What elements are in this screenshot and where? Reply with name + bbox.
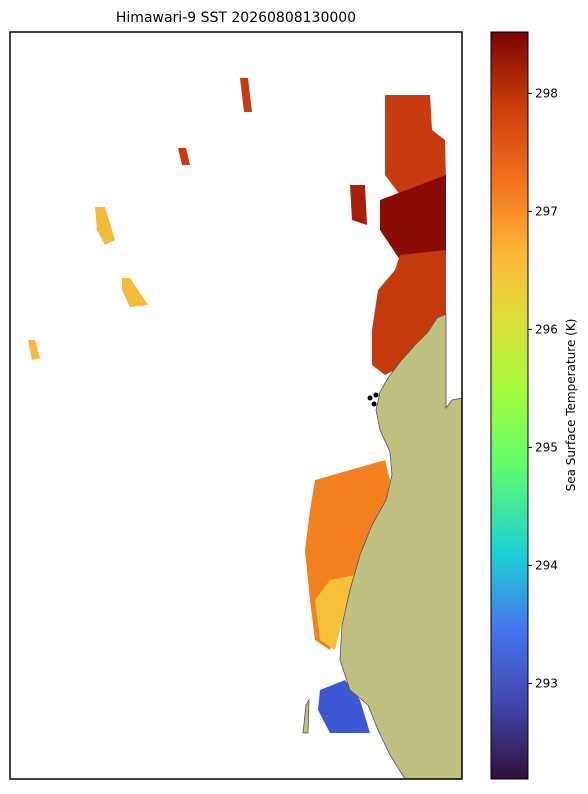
sst-patch (318, 680, 370, 733)
sst-patch (315, 575, 355, 650)
station-marker (367, 395, 373, 401)
sst-patch (385, 95, 446, 195)
colorbar-tick-label: 296 (535, 322, 558, 336)
colorbar-tick-label: 293 (535, 676, 558, 690)
sst-patch (372, 250, 446, 375)
sst-patch (380, 175, 446, 260)
sst-patch (178, 148, 190, 165)
map-frame (9, 31, 463, 780)
map (9, 31, 463, 780)
colorbar-tick-label: 297 (535, 204, 558, 218)
sst-patch (240, 78, 252, 112)
sst-patch (95, 207, 115, 245)
colorbar-tick-label: 298 (535, 86, 558, 100)
sst-patch (350, 185, 367, 225)
sst-patch (28, 340, 40, 360)
colorbar-tick-label: 295 (535, 440, 558, 454)
colorbar-tick-label: 294 (535, 558, 558, 572)
station-marker (373, 392, 379, 398)
station-marker (371, 401, 377, 407)
sst-patch (122, 278, 148, 307)
colorbar-label: Sea Surface Temperature (K) (564, 319, 578, 492)
colorbar (490, 31, 529, 780)
map-title: Himawari-9 SST 20260808130000 (116, 10, 356, 26)
land (302, 698, 310, 734)
